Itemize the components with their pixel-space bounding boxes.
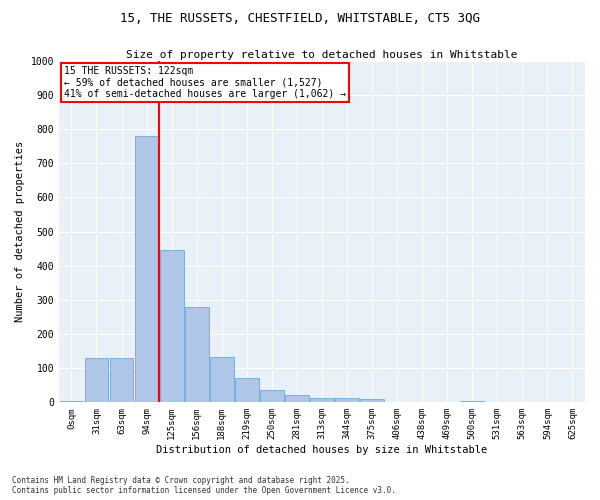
Bar: [260, 390, 284, 402]
Bar: [360, 399, 384, 402]
Bar: [134, 136, 158, 402]
Y-axis label: Number of detached properties: Number of detached properties: [15, 141, 25, 322]
Bar: [460, 400, 484, 402]
Title: Size of property relative to detached houses in Whitstable: Size of property relative to detached ho…: [126, 50, 518, 60]
Bar: [235, 378, 259, 402]
Bar: [335, 398, 359, 402]
Bar: [185, 308, 209, 402]
Text: Contains HM Land Registry data © Crown copyright and database right 2025.
Contai: Contains HM Land Registry data © Crown c…: [12, 476, 396, 495]
Bar: [110, 358, 133, 403]
Bar: [59, 400, 83, 402]
Text: 15, THE RUSSETS, CHESTFIELD, WHITSTABLE, CT5 3QG: 15, THE RUSSETS, CHESTFIELD, WHITSTABLE,…: [120, 12, 480, 26]
Bar: [310, 398, 334, 402]
Bar: [85, 358, 109, 403]
Bar: [285, 395, 309, 402]
Bar: [160, 250, 184, 402]
Bar: [210, 357, 233, 403]
Text: 15 THE RUSSETS: 122sqm
← 59% of detached houses are smaller (1,527)
41% of semi-: 15 THE RUSSETS: 122sqm ← 59% of detached…: [64, 66, 346, 99]
X-axis label: Distribution of detached houses by size in Whitstable: Distribution of detached houses by size …: [157, 445, 488, 455]
